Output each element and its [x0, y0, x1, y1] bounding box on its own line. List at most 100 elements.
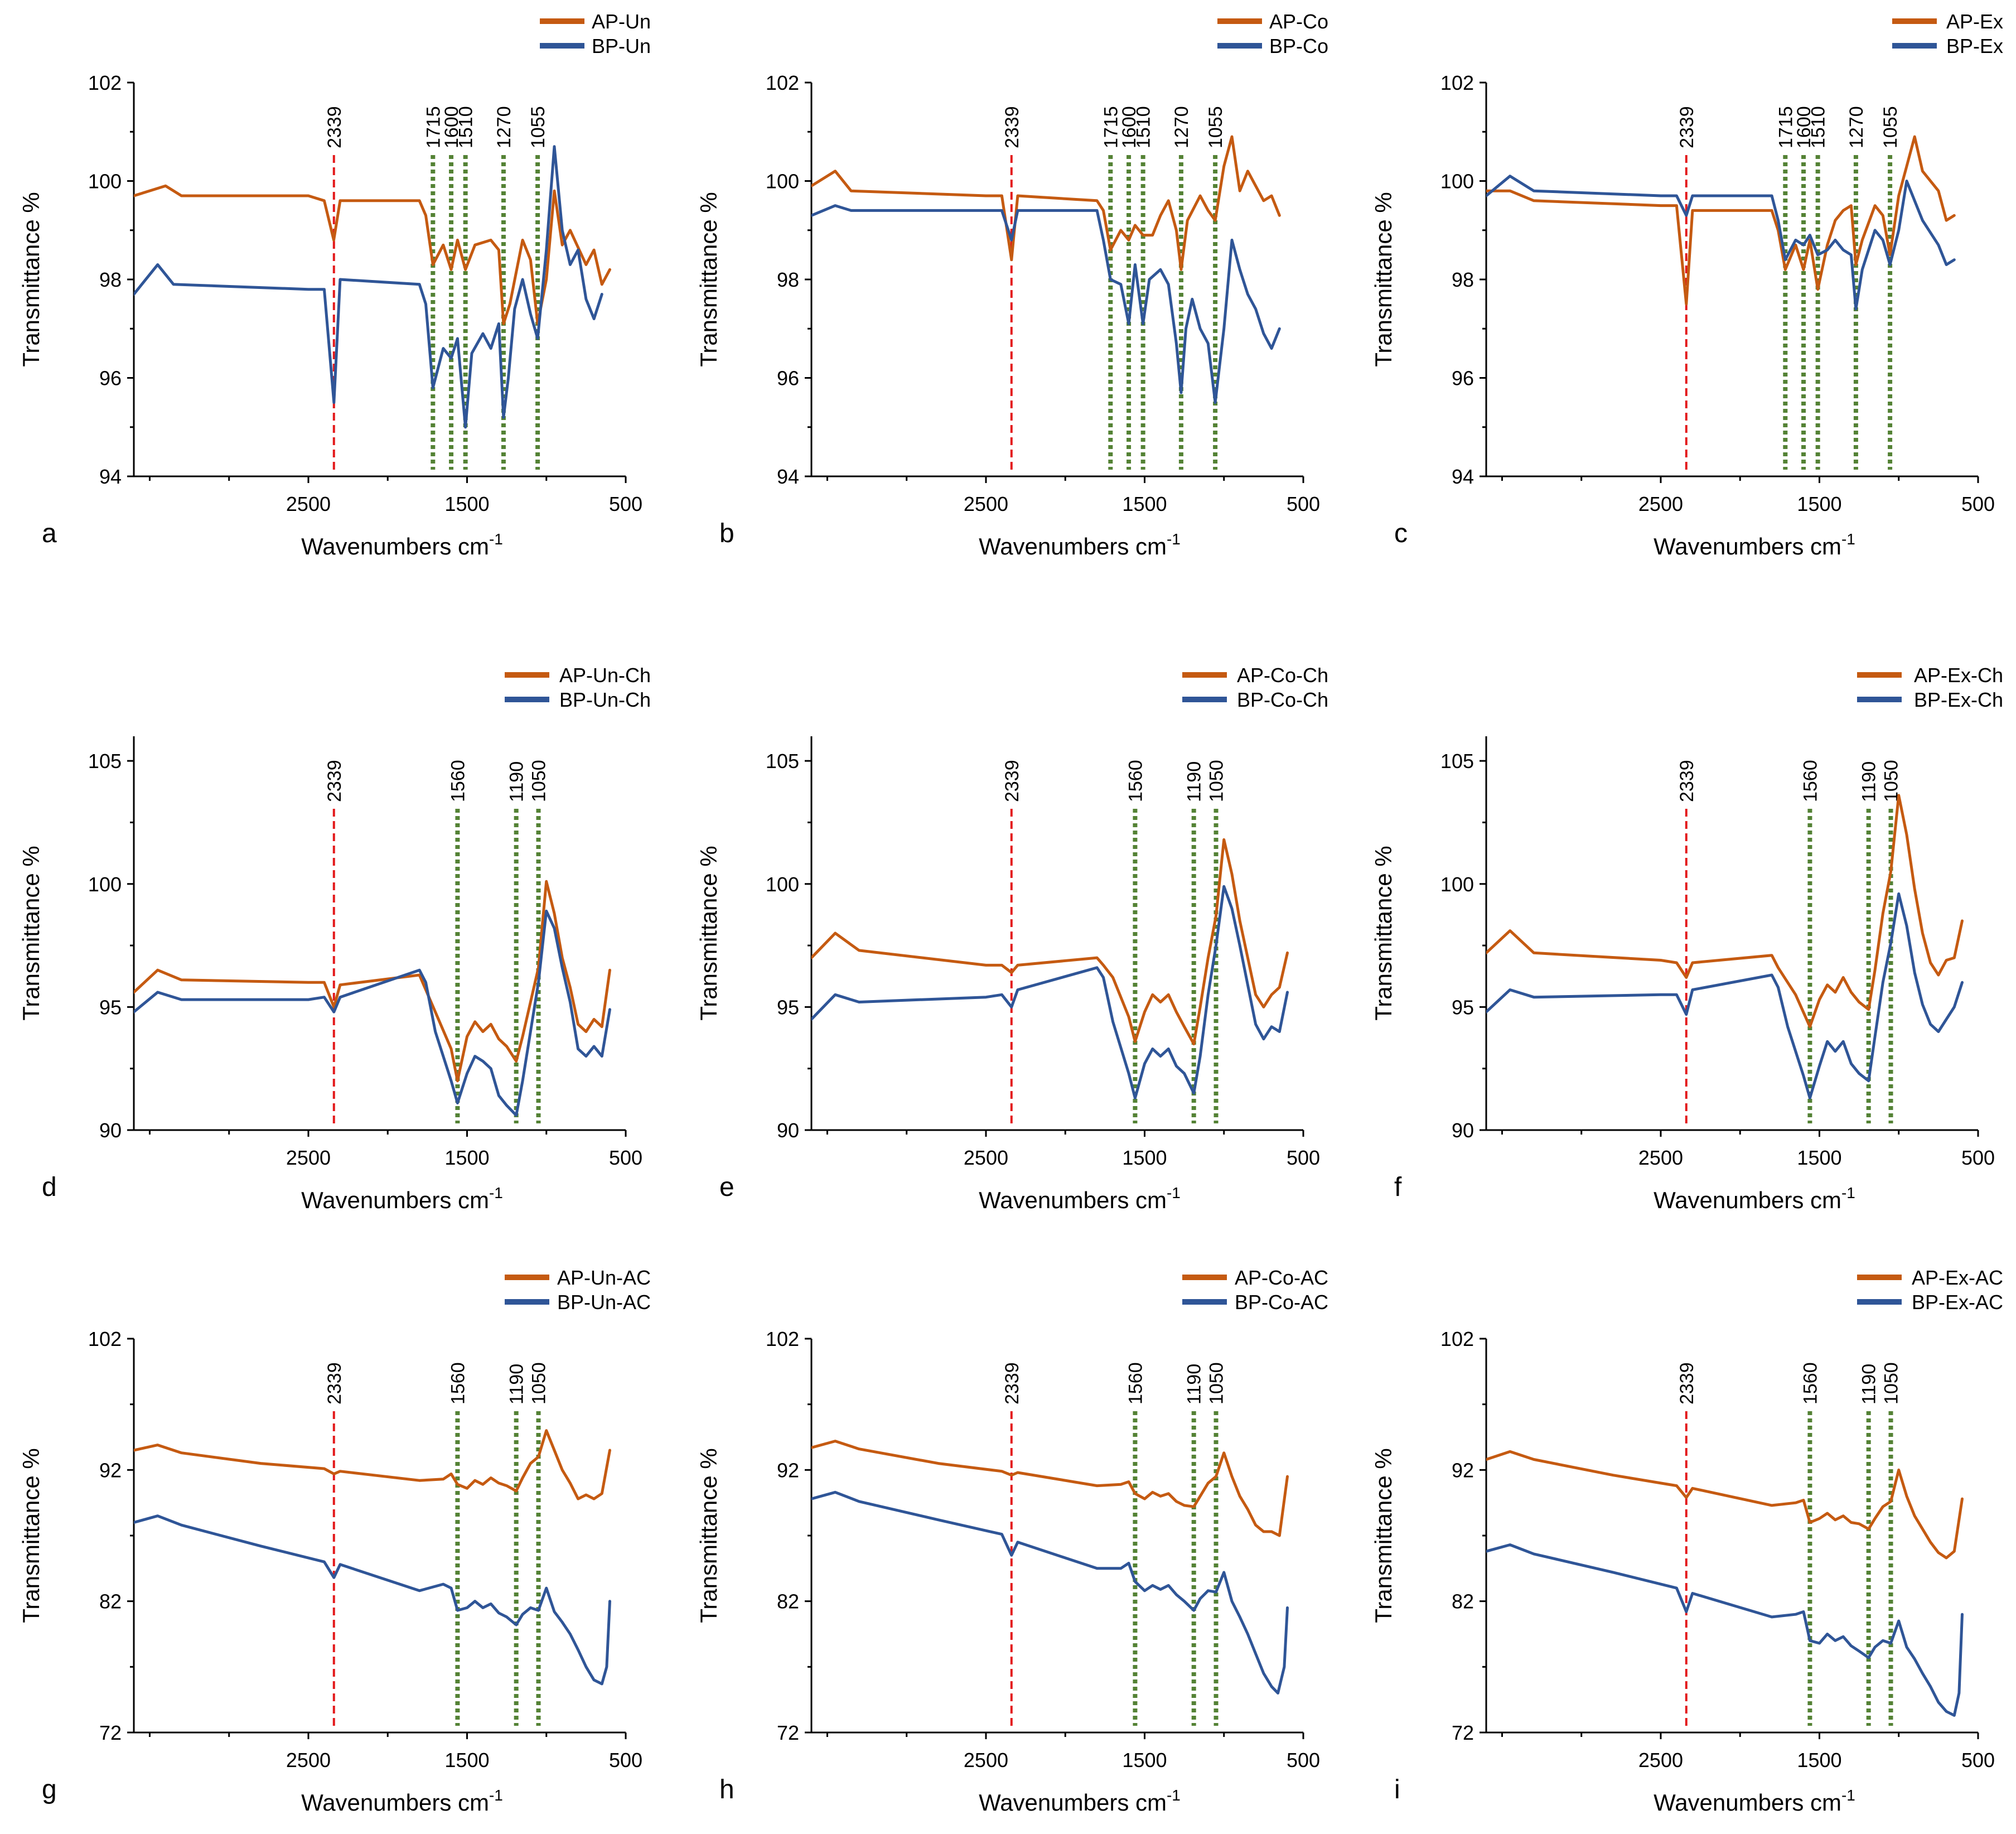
panel-d-x-tick-label: 1500	[444, 1146, 489, 1169]
panel-i-letter: i	[1394, 1775, 1400, 1804]
panel-b-y-tick-label: 102	[766, 71, 799, 94]
panel-e-marker-label-1190: 1190	[1184, 761, 1205, 802]
panel-b-marker-label-1715: 1715	[1100, 106, 1121, 148]
panel-g-y-tick-label: 72	[99, 1721, 122, 1744]
panel-f-marker-label-1560: 1560	[1800, 760, 1821, 802]
panel-e-y-tick-label: 95	[777, 996, 799, 1019]
panel-g-marker-label-1050: 1050	[529, 1362, 550, 1405]
panel-c-legend-label-AP-Ex: AP-Ex	[1946, 10, 2003, 33]
panel-c-y-tick-label: 98	[1452, 268, 1474, 291]
panel-e-legend-label-AP-Co-Ch: AP-Co-Ch	[1237, 664, 1328, 687]
panel-b-y-tick-label: 94	[777, 465, 799, 488]
panel-b-y-tick-label: 96	[777, 367, 799, 390]
panel-g-x-tick-label: 500	[609, 1749, 642, 1772]
panel-i-marker-label-2339: 2339	[1676, 1362, 1698, 1405]
panel-f-x-axis-title-sup: -1	[1841, 1184, 1855, 1201]
panel-e-y-tick-label: 90	[777, 1119, 799, 1142]
panel-h-marker-label-1050: 1050	[1206, 1362, 1227, 1405]
panel-i-legend-label-AP-Ex-AC: AP-Ex-AC	[1912, 1266, 2003, 1289]
panel-h-letter: h	[719, 1775, 734, 1804]
panel-d-series-group	[134, 880, 611, 1117]
panel-a-y-tick-label: 94	[99, 465, 122, 488]
panel-a-x-tick-label: 1500	[444, 493, 489, 515]
panel-b-letter: b	[719, 519, 734, 548]
panel-d-marker-label-1050: 1050	[529, 760, 550, 802]
panel-b-marker-label-2339: 2339	[1002, 106, 1023, 148]
panel-a-marker-label-1270: 1270	[494, 106, 515, 148]
panel-d-y-tick-label: 105	[88, 750, 122, 773]
panel-h-series-BP-Co-AC	[811, 1490, 1289, 1695]
panel-c-y-axis-title: Transmittance %	[1370, 192, 1396, 367]
panel-b-y-axis-title: Transmittance %	[695, 192, 722, 367]
panel-h-y-tick-label: 92	[777, 1459, 799, 1481]
panel-f-y-tick-label: 105	[1440, 750, 1474, 773]
panel-i-series-AP-Ex-AC	[1486, 1450, 1964, 1560]
panel-c-x-axis-title-sup: -1	[1841, 530, 1855, 548]
panel-b-marker-label-1055: 1055	[1205, 106, 1226, 148]
panel-c-y-tick-label: 102	[1440, 71, 1474, 94]
panel-c-series-BP-Ex	[1486, 175, 1956, 311]
panel-e-x-axis-title: Wavenumbers cm-1	[979, 1184, 1181, 1213]
panel-h-marker-label-2339: 2339	[1002, 1362, 1023, 1405]
panel-h-marker-label-1560: 1560	[1125, 1362, 1146, 1405]
panel-h-marker-label-1190: 1190	[1184, 1364, 1205, 1405]
panel-b-marker-label-1270: 1270	[1171, 106, 1192, 148]
panel-a-y-tick-label: 96	[99, 367, 122, 390]
panel-c-x-tick-label: 1500	[1797, 493, 1841, 515]
panel-d-x-axis-title: Wavenumbers cm-1	[301, 1184, 503, 1213]
panel-i-marker-label-1050: 1050	[1881, 1362, 1902, 1405]
panel-d-y-axis-title: Transmittance %	[18, 846, 44, 1021]
panel-g-y-tick-label: 82	[99, 1590, 122, 1613]
panel-h-x-axis-title: Wavenumbers cm-1	[979, 1787, 1181, 1816]
panel-d-y-tick-label: 95	[99, 996, 122, 1019]
panel-a-marker-label-1600: 1600	[441, 106, 462, 148]
panel-g-y-tick-label: 102	[88, 1328, 122, 1350]
panel-f-y-axis-title: Transmittance %	[1370, 846, 1396, 1021]
panel-a-x-axis-title: Wavenumbers cm-1	[301, 530, 503, 559]
panel-d-marker-label-1560: 1560	[447, 760, 468, 802]
panel-b-x-tick-label: 500	[1287, 493, 1320, 515]
panel-e: 90 95 100 105 2500 1500 500 Wavenumbers cm-1 Tra…	[695, 664, 1328, 1213]
panel-i-marker-label-1560: 1560	[1800, 1362, 1821, 1405]
panel-f-series-AP-Ex-Ch	[1486, 794, 1964, 1029]
panel-c-legend-label-BP-Ex: BP-Ex	[1946, 35, 2003, 57]
panel-b-y-tick-label: 100	[766, 170, 799, 193]
panel-g-x-axis-title-sup: -1	[489, 1787, 503, 1804]
panel-c-marker-label-1270: 1270	[1846, 106, 1867, 148]
panel-b-y-tick-label: 98	[777, 268, 799, 291]
panel-h-y-tick-label: 82	[777, 1590, 799, 1613]
panel-d: 90 95 100 105 2500 1500 500 Wavenumbers cm-1 Tra…	[18, 664, 651, 1213]
panel-b-x-axis-title: Wavenumbers cm-1	[979, 530, 1181, 559]
panel-d-legend-label-AP-Un-Ch: AP-Un-Ch	[559, 664, 651, 687]
panel-e-x-tick-label: 2500	[964, 1146, 1008, 1169]
panel-f-legend-label-BP-Ex-Ch: BP-Ex-Ch	[1914, 688, 2003, 711]
panel-e-marker-label-1560: 1560	[1125, 760, 1146, 802]
panel-i-series-group	[1486, 1450, 1964, 1717]
panel-f-x-axis-title: Wavenumbers cm-1	[1654, 1184, 1855, 1213]
panel-h-x-tick-label: 1500	[1122, 1749, 1167, 1772]
panel-a-y-tick-label: 102	[88, 71, 122, 94]
panel-f-letter: f	[1394, 1172, 1402, 1202]
panel-f: 90 95 100 105 2500 1500 500 Wavenumbers cm-1 Tra…	[1370, 664, 2003, 1213]
panel-d-x-tick-label: 500	[609, 1146, 642, 1169]
panel-h-series-group	[811, 1440, 1289, 1695]
panel-a-y-tick-label: 100	[88, 170, 122, 193]
panel-a-series-group	[134, 145, 611, 429]
panel-i-legend-label-BP-Ex-AC: BP-Ex-AC	[1912, 1291, 2003, 1314]
panel-c-letter: c	[1394, 519, 1408, 548]
panel-f-marker-label-1190: 1190	[1859, 761, 1880, 802]
panel-a: 94 96 98 100 102 2500 1500 500 Wavenumbers cm-1 T…	[18, 10, 651, 559]
panel-c-marker-label-1600: 1600	[1793, 106, 1815, 148]
panel-c-marker-label-1510: 1510	[1808, 106, 1829, 148]
panel-a-x-tick-label: 500	[609, 493, 642, 515]
panel-f-y-tick-label: 95	[1452, 996, 1474, 1019]
panel-b: 94 96 98 100 102 2500 1500 500 Wavenumbers cm-1 T…	[695, 10, 1328, 559]
panel-g-marker-label-1560: 1560	[447, 1362, 468, 1405]
panel-g-series-AP-Un-AC	[134, 1429, 611, 1500]
panel-i-x-axis-title: Wavenumbers cm-1	[1654, 1787, 1855, 1816]
panel-d-series-BP-Un-Ch	[134, 909, 611, 1117]
panel-e-y-axis-title: Transmittance %	[695, 846, 722, 1021]
panel-g-marker-label-2339: 2339	[324, 1362, 345, 1405]
panel-d-x-axis-title-sup: -1	[489, 1184, 503, 1201]
